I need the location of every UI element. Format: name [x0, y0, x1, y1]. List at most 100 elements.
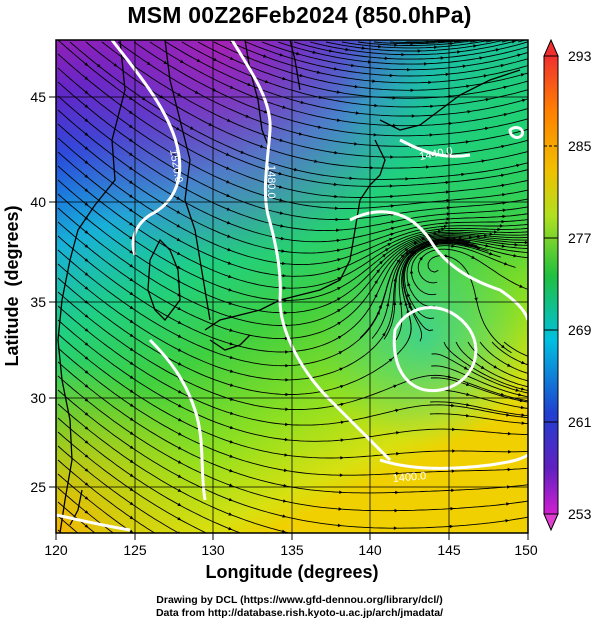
streamline-arrow	[142, 97, 146, 101]
streamline-arrow	[515, 388, 520, 392]
streamline	[430, 401, 528, 417]
streamline-arrow	[500, 64, 505, 68]
streamline-arrow	[129, 333, 134, 337]
streamline	[57, 459, 156, 533]
streamline-arrow	[423, 62, 428, 66]
streamline-arrow	[260, 144, 264, 148]
streamline-arrow	[482, 35, 486, 38]
coastlines	[57, 40, 521, 533]
streamline-arrow	[408, 250, 413, 255]
streamline-arrow	[226, 166, 230, 170]
streamline-arrow	[334, 194, 338, 199]
streamline-arrow	[337, 335, 342, 340]
colorbar-tick-285: 285	[568, 138, 592, 154]
streamline-arrow	[410, 42, 414, 46]
streamline-arrow	[467, 110, 472, 114]
streamline	[57, 347, 528, 476]
streamline-arrow	[337, 321, 342, 326]
streamline-arrow	[393, 384, 398, 388]
streamline-arrow	[129, 166, 133, 170]
streamline	[57, 389, 528, 529]
streamline-arrow	[247, 82, 252, 86]
streamline-arrow	[226, 207, 231, 211]
streamline-arrow	[96, 63, 101, 68]
streamline-arrow	[283, 286, 287, 290]
streamline-arrow	[240, 150, 245, 154]
streamline-arrow	[407, 292, 411, 297]
y-tick-25: 25	[30, 479, 46, 495]
streamline-arrow	[520, 73, 525, 77]
streamline-arrow	[389, 184, 394, 188]
streamline-arrow	[374, 279, 378, 284]
streamline-arrow	[501, 244, 506, 248]
streamline	[57, 221, 528, 340]
streamline-arrow	[337, 287, 342, 291]
streamline-arrow	[283, 468, 288, 472]
credit-line-dcl: Drawing by DCL (https://www.gfd-dennou.o…	[156, 594, 443, 606]
streamline-arrow	[312, 50, 317, 54]
streamline-arrow	[518, 393, 522, 397]
streamline-arrow	[446, 217, 451, 221]
streamline-arrow	[282, 76, 287, 81]
streamline	[133, 41, 528, 137]
streamline-arrow	[318, 125, 322, 129]
streamline-arrow	[177, 460, 182, 464]
credit-line-data: Data from http://database.rish.kyoto-u.a…	[155, 607, 444, 619]
streamline-arrow	[284, 311, 288, 315]
streamline-arrow	[84, 146, 89, 150]
streamline-arrow	[84, 216, 89, 220]
streamline-arrow	[263, 54, 267, 58]
streamline	[101, 41, 528, 158]
streamline-arrow	[129, 431, 134, 435]
streamline	[57, 193, 528, 314]
streamline-arrow	[394, 508, 399, 513]
streamline-arrow	[408, 304, 412, 309]
streamline	[503, 341, 528, 357]
streamline-arrow	[227, 118, 231, 122]
streamline-arrow	[333, 182, 338, 187]
streamline-arrow	[408, 301, 412, 306]
streamline-arrow	[84, 510, 89, 514]
streamline-arrow	[465, 241, 470, 245]
streamline-arrow	[176, 196, 181, 200]
streamline	[117, 41, 528, 147]
y-tick-30: 30	[30, 390, 46, 406]
streamline-arrow	[293, 167, 298, 172]
streamline-arrow	[177, 446, 182, 450]
streamline-arrow	[477, 234, 481, 239]
streamline-arrow	[445, 180, 450, 185]
streamline	[479, 341, 528, 374]
streamline-arrow	[404, 301, 408, 306]
streamline-arrow	[388, 358, 393, 362]
streamline-arrow	[466, 414, 470, 418]
streamline-arrow	[370, 166, 374, 170]
streamline-arrow	[283, 298, 288, 303]
streamline-arrow	[500, 392, 505, 397]
streamline-arrow	[441, 227, 446, 231]
streamline-arrow	[379, 260, 383, 265]
streamline-arrow	[84, 202, 89, 206]
streamline-arrow	[517, 53, 522, 57]
streamline-arrow	[505, 33, 509, 36]
streamline-arrow	[285, 364, 289, 368]
streamline-arrow	[471, 255, 476, 259]
streamline-arrow	[229, 483, 233, 487]
streamline-arrow	[278, 171, 283, 176]
streamline-arrow	[84, 412, 89, 416]
streamline-arrow	[228, 288, 233, 292]
streamline-arrow	[336, 90, 341, 94]
x-tick-135: 135	[280, 542, 304, 558]
streamline-arrow	[229, 355, 234, 359]
streamline-arrow	[382, 253, 387, 258]
streamline-arrow	[445, 221, 450, 225]
streamline-arrow	[481, 159, 486, 163]
streamline-arrow	[178, 432, 182, 436]
streamline-arrow	[500, 173, 505, 177]
streamline-arrow	[479, 56, 484, 60]
streamline	[429, 413, 528, 425]
streamline	[57, 333, 528, 459]
colorbar-tick-261: 261	[568, 414, 592, 430]
streamline-arrow	[489, 232, 494, 236]
streamline-arrow	[466, 382, 470, 386]
streamline-arrow	[177, 517, 182, 521]
